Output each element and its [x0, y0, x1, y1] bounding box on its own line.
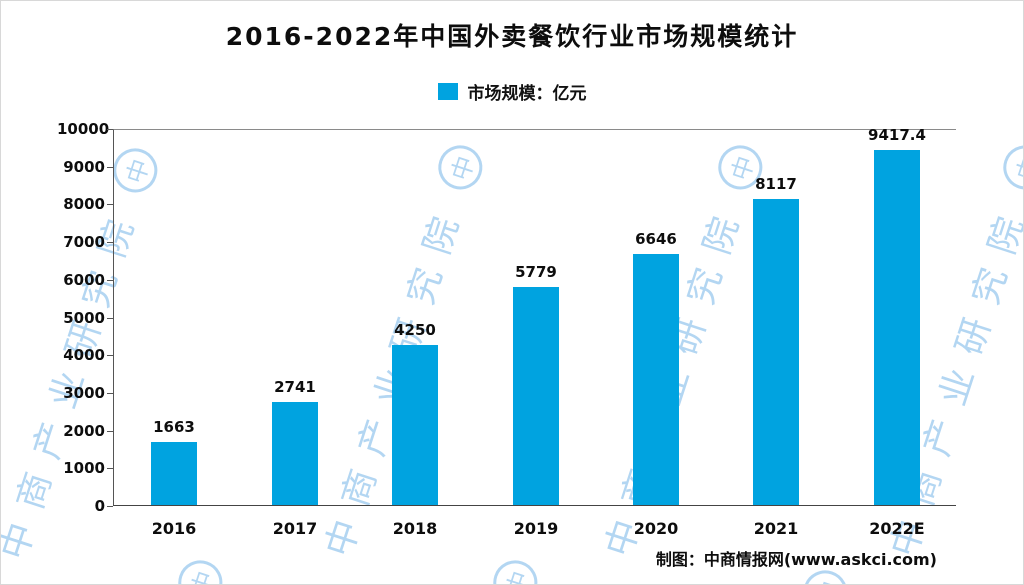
y-axis-label: 4000 — [63, 346, 105, 364]
x-axis-label: 2017 — [272, 519, 318, 538]
bar-value-label: 4250 — [394, 321, 436, 339]
y-axis-tick — [107, 280, 113, 281]
y-axis-label: 0 — [94, 497, 105, 515]
legend: 市场规模：亿元 — [1, 79, 1023, 104]
y-axis-tick — [107, 204, 113, 205]
bar-2022E — [874, 150, 920, 505]
y-axis-tick — [107, 242, 113, 243]
x-axis-label: 2016 — [151, 519, 197, 538]
y-axis-tick — [107, 393, 113, 394]
bar-value-label: 9417.4 — [868, 126, 926, 144]
bar-value-label: 2741 — [274, 378, 316, 396]
y-axis-label: 5000 — [63, 309, 105, 327]
legend-swatch — [437, 83, 458, 100]
chart-title: 2016-2022年中国外卖餐饮行业市场规模统计 — [225, 22, 799, 51]
y-axis-tick — [107, 129, 113, 130]
y-axis-label: 9000 — [63, 158, 105, 176]
bar-2016 — [151, 442, 197, 505]
y-axis-label: 10000 — [57, 120, 110, 138]
legend-label: 市场规模：亿元 — [467, 84, 587, 104]
y-axis-tick — [107, 318, 113, 319]
credit-text: 制图：中商情报网(www.askci.com) — [655, 550, 937, 569]
bar-value-label: 1663 — [153, 418, 195, 436]
y-axis-tick — [107, 167, 113, 168]
y-axis-tick — [107, 506, 113, 507]
bar-2018 — [392, 345, 438, 505]
y-axis-label: 6000 — [63, 271, 105, 289]
y-axis-label: 1000 — [63, 459, 105, 477]
y-axis-label: 8000 — [63, 195, 105, 213]
bar-2021 — [753, 199, 799, 505]
watermark-logo-icon: 中 — [487, 554, 544, 584]
y-axis-label: 3000 — [63, 384, 105, 402]
bar-value-label: 8117 — [755, 175, 797, 193]
x-axis-label: 2022E — [869, 519, 925, 538]
bar-value-label: 5779 — [515, 263, 557, 281]
bar-2020 — [633, 254, 679, 505]
x-axis-label: 2020 — [633, 519, 679, 538]
bar-value-label: 6646 — [635, 230, 677, 248]
y-axis-label: 2000 — [63, 422, 105, 440]
x-axis-label: 2019 — [513, 519, 559, 538]
watermark-logo-icon: 中 — [172, 554, 229, 584]
y-axis-label: 7000 — [63, 233, 105, 251]
bar-2017 — [272, 402, 318, 505]
y-axis-tick — [107, 431, 113, 432]
y-axis-tick — [107, 468, 113, 469]
y-axis-tick — [107, 355, 113, 356]
bar-2019 — [513, 287, 559, 505]
x-axis-label: 2018 — [392, 519, 438, 538]
x-axis-label: 2021 — [753, 519, 799, 538]
plot-area: 1663 2016 2741 2017 4250 2018 5779 2019 6646 2020… — [113, 126, 956, 538]
watermark-logo-icon: 中 — [997, 139, 1023, 196]
